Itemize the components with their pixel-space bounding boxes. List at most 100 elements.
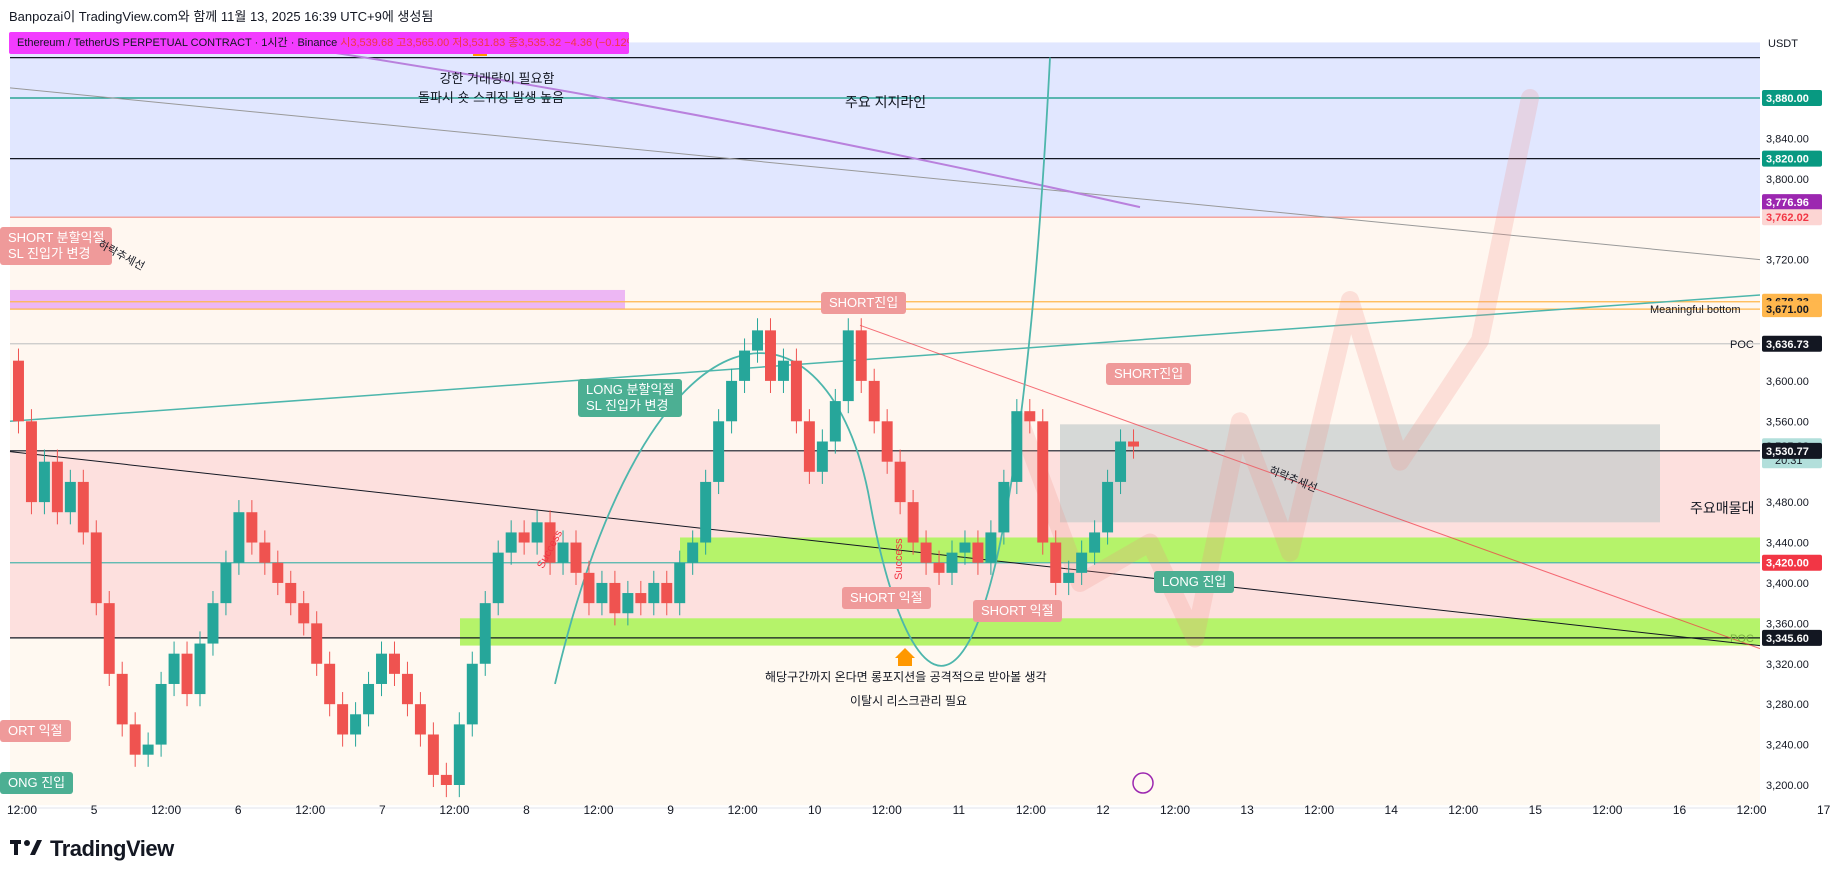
- y-tick-label: 3,400.00: [1766, 578, 1809, 590]
- x-tick-label: 12:00: [584, 803, 614, 817]
- candle-body: [1089, 532, 1101, 553]
- candle-body: [1011, 411, 1023, 482]
- chart-caption: Banpozai이 TradingView.com와 함께 11월 13, 20…: [9, 9, 434, 24]
- short-tp-tag-right: SHORT 익절: [973, 600, 1062, 622]
- x-tick-label: 14: [1385, 803, 1399, 817]
- ohlc-values: 시3,539.68 고3,565.00 저3,531.83 종3,535.32 …: [340, 37, 629, 49]
- candle-body: [64, 481, 76, 513]
- candle-body: [1076, 552, 1088, 573]
- candle-body: [479, 603, 491, 664]
- candle-body: [285, 582, 297, 604]
- x-tick-label: 7: [379, 803, 386, 817]
- candle-body: [583, 572, 595, 604]
- candle-body: [907, 502, 919, 543]
- price-label: 3,345.60: [1766, 633, 1809, 645]
- price-label: 3,880.00: [1766, 93, 1809, 105]
- short-entry-tag-top: SHORT진입: [821, 292, 907, 314]
- y-tick-label: 3,200.00: [1766, 780, 1809, 792]
- candle-body: [142, 744, 154, 755]
- candle-body: [440, 774, 452, 785]
- price-label-bg: [1762, 194, 1822, 211]
- y-tick-label: 3,280.00: [1766, 699, 1809, 711]
- target-box: [1060, 424, 1660, 523]
- candle-body: [103, 603, 115, 674]
- candle-body: [116, 673, 128, 725]
- candle-body: [207, 603, 219, 644]
- long-partial-line2: SL 진입가 변경: [586, 398, 669, 413]
- candle-body: [777, 360, 789, 381]
- brand-name: TradingView: [50, 836, 174, 861]
- candle-body: [25, 421, 37, 503]
- up-arrow-icon: [895, 648, 915, 666]
- candle-body: [855, 330, 867, 381]
- candle-body: [311, 623, 323, 664]
- symbol-title: Ethereum / TetherUS PERPETUAL CONTRACT ·…: [17, 37, 338, 49]
- candle-body: [90, 532, 102, 604]
- candle-body: [350, 714, 362, 735]
- y-tick-label: 3,320.00: [1766, 659, 1809, 671]
- candle-body: [1024, 411, 1036, 422]
- green-band-upper: [680, 537, 1760, 563]
- x-tick-label: 8: [523, 803, 530, 817]
- candle-body: [648, 582, 660, 604]
- y-tick-label: 3,800.00: [1766, 174, 1809, 186]
- candle-body: [1128, 441, 1139, 447]
- moving-average: [299, 46, 1141, 209]
- x-tick-label: 12:00: [151, 803, 181, 817]
- candle-body: [985, 532, 997, 563]
- bottom-note-line1: 해당구간까지 온다면 롱포지션을 공격적으로 받아볼 생각: [765, 670, 1047, 684]
- candle-body: [622, 593, 634, 614]
- candle-body: [972, 542, 984, 563]
- candle-body: [298, 603, 310, 624]
- alert-icon: [1132, 772, 1154, 794]
- price-label-bg: [1762, 209, 1822, 226]
- magenta-band: [10, 289, 625, 310]
- candle-body: [557, 542, 569, 563]
- price-label-bg: [1762, 150, 1822, 167]
- symbol-legend[interactable]: Ethereum / TetherUS PERPETUAL CONTRACT ·…: [9, 32, 629, 54]
- candle-body: [414, 704, 426, 735]
- candle-body: [765, 330, 776, 381]
- candle-body: [505, 532, 517, 553]
- candle-body: [1102, 481, 1114, 533]
- candle-body: [337, 704, 349, 735]
- projection-zigzag: [1011, 89, 1539, 648]
- candle-body: [401, 673, 413, 705]
- currency-label[interactable]: USDT: [1768, 38, 1798, 50]
- candle-body: [570, 542, 582, 573]
- candle-body: [596, 582, 608, 604]
- candle-body: [531, 522, 543, 543]
- long-entry-tag-left: ONG 진입: [0, 772, 74, 794]
- x-tick-label: 12:00: [1737, 803, 1767, 817]
- candle-body: [661, 582, 673, 604]
- candle-body: [129, 724, 141, 755]
- candle-body: [324, 663, 336, 705]
- x-tick-label: 12:00: [1448, 803, 1478, 817]
- tradingview-logo[interactable]: TradingView: [10, 836, 174, 862]
- candle-body: [376, 653, 387, 684]
- candle-body: [272, 562, 284, 583]
- x-tick-label: 12:00: [1592, 803, 1622, 817]
- candle-body: [492, 552, 504, 604]
- candle-body: [518, 532, 530, 543]
- y-tick-label: 3,840.00: [1766, 133, 1809, 145]
- candle-body: [726, 380, 738, 422]
- x-tick-label: 12:00: [1160, 803, 1190, 817]
- candle-body: [363, 683, 375, 715]
- candle-body: [959, 542, 971, 553]
- candle-body: [194, 643, 206, 695]
- candle-body: [790, 360, 802, 422]
- x-tick-label: 10: [808, 803, 822, 817]
- candle-body: [920, 542, 932, 563]
- x-tick-label: 12:00: [872, 803, 902, 817]
- candle-body: [687, 542, 699, 563]
- short-partial-line2: SL 진입가 변경: [8, 246, 91, 261]
- x-tick-label: 17: [1817, 803, 1831, 817]
- candle-body: [1037, 421, 1049, 543]
- y-tick-label: 3,480.00: [1766, 497, 1809, 509]
- candle-body: [233, 512, 245, 563]
- level-label: POC: [1730, 339, 1754, 351]
- candle-body: [829, 401, 841, 442]
